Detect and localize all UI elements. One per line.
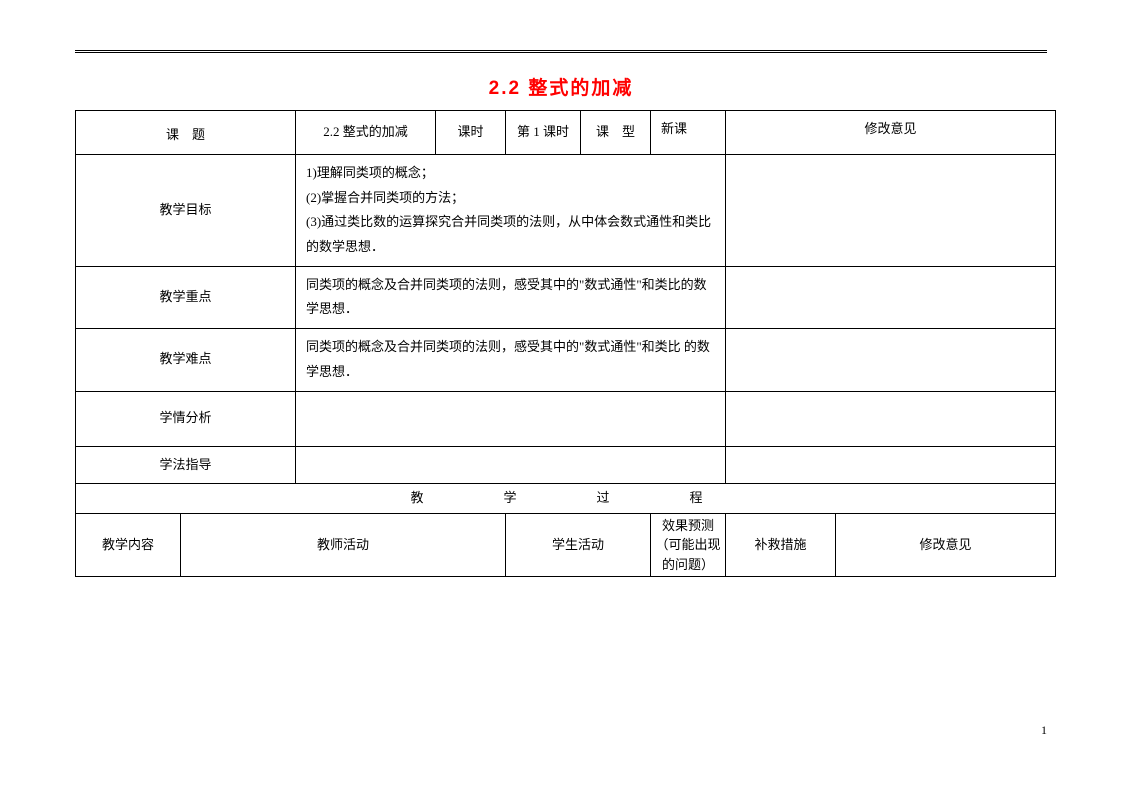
- analysis-suggestion: [726, 391, 1056, 446]
- col-prediction: 效果预测（可能出现的问题）: [651, 513, 726, 577]
- type-value: 新课: [651, 111, 726, 155]
- document-page: 2.2 整式的加减 课 题 2.2 整式的加减 课时 第 1 课时 课 型 新课…: [0, 0, 1122, 607]
- difficulty-label: 教学难点: [76, 329, 296, 391]
- type-label: 课 型: [581, 111, 651, 155]
- process-header: 教 学 过 程: [76, 484, 1056, 514]
- difficulty-row: 教学难点 同类项的概念及合并同类项的法则，感受其中的"数式通性"和类比 的数学思…: [76, 329, 1056, 391]
- analysis-label: 学情分析: [76, 391, 296, 446]
- objective-suggestion: [726, 155, 1056, 267]
- process-columns-row: 教学内容 教师活动 学生活动 效果预测（可能出现的问题） 补救措施 修改意见: [76, 513, 1056, 577]
- process-header-row: 教 学 过 程: [76, 484, 1056, 514]
- col-content: 教学内容: [76, 513, 181, 577]
- objective-label: 教学目标: [76, 155, 296, 267]
- keypoint-suggestion: [726, 266, 1056, 328]
- analysis-text: [296, 391, 726, 446]
- keypoint-text: 同类项的概念及合并同类项的法则，感受其中的"数式通性"和类比的数学思想．: [296, 266, 726, 328]
- period-value: 第 1 课时: [506, 111, 581, 155]
- process-header-text: 教 学 过 程: [411, 490, 721, 505]
- guidance-suggestion: [726, 446, 1056, 484]
- objective-text: 1)理解同类项的概念； (2)掌握合并同类项的方法； (3)通过类比数的运算探究…: [296, 155, 726, 267]
- col-suggestion: 修改意见: [836, 513, 1056, 577]
- analysis-row: 学情分析: [76, 391, 1056, 446]
- topic-value: 2.2 整式的加减: [296, 111, 436, 155]
- col-teacher: 教师活动: [181, 513, 506, 577]
- top-rule: [75, 50, 1047, 53]
- guidance-label: 学法指导: [76, 446, 296, 484]
- topic-label: 课 题: [76, 111, 296, 155]
- page-number: 1: [1041, 723, 1047, 738]
- period-label: 课时: [436, 111, 506, 155]
- col-student: 学生活动: [506, 513, 651, 577]
- document-title: 2.2 整式的加减: [75, 73, 1047, 100]
- objective-row: 教学目标 1)理解同类项的概念； (2)掌握合并同类项的方法； (3)通过类比数…: [76, 155, 1056, 267]
- difficulty-suggestion: [726, 329, 1056, 391]
- col-remedy: 补救措施: [726, 513, 836, 577]
- guidance-row: 学法指导: [76, 446, 1056, 484]
- difficulty-text: 同类项的概念及合并同类项的法则，感受其中的"数式通性"和类比 的数学思想．: [296, 329, 726, 391]
- suggestions-label: 修改意见: [726, 111, 1056, 155]
- keypoint-label: 教学重点: [76, 266, 296, 328]
- lesson-plan-table: 课 题 2.2 整式的加减 课时 第 1 课时 课 型 新课 修改意见 教学目标…: [75, 110, 1056, 577]
- keypoint-row: 教学重点 同类项的概念及合并同类项的法则，感受其中的"数式通性"和类比的数学思想…: [76, 266, 1056, 328]
- guidance-text: [296, 446, 726, 484]
- header-row: 课 题 2.2 整式的加减 课时 第 1 课时 课 型 新课 修改意见: [76, 111, 1056, 155]
